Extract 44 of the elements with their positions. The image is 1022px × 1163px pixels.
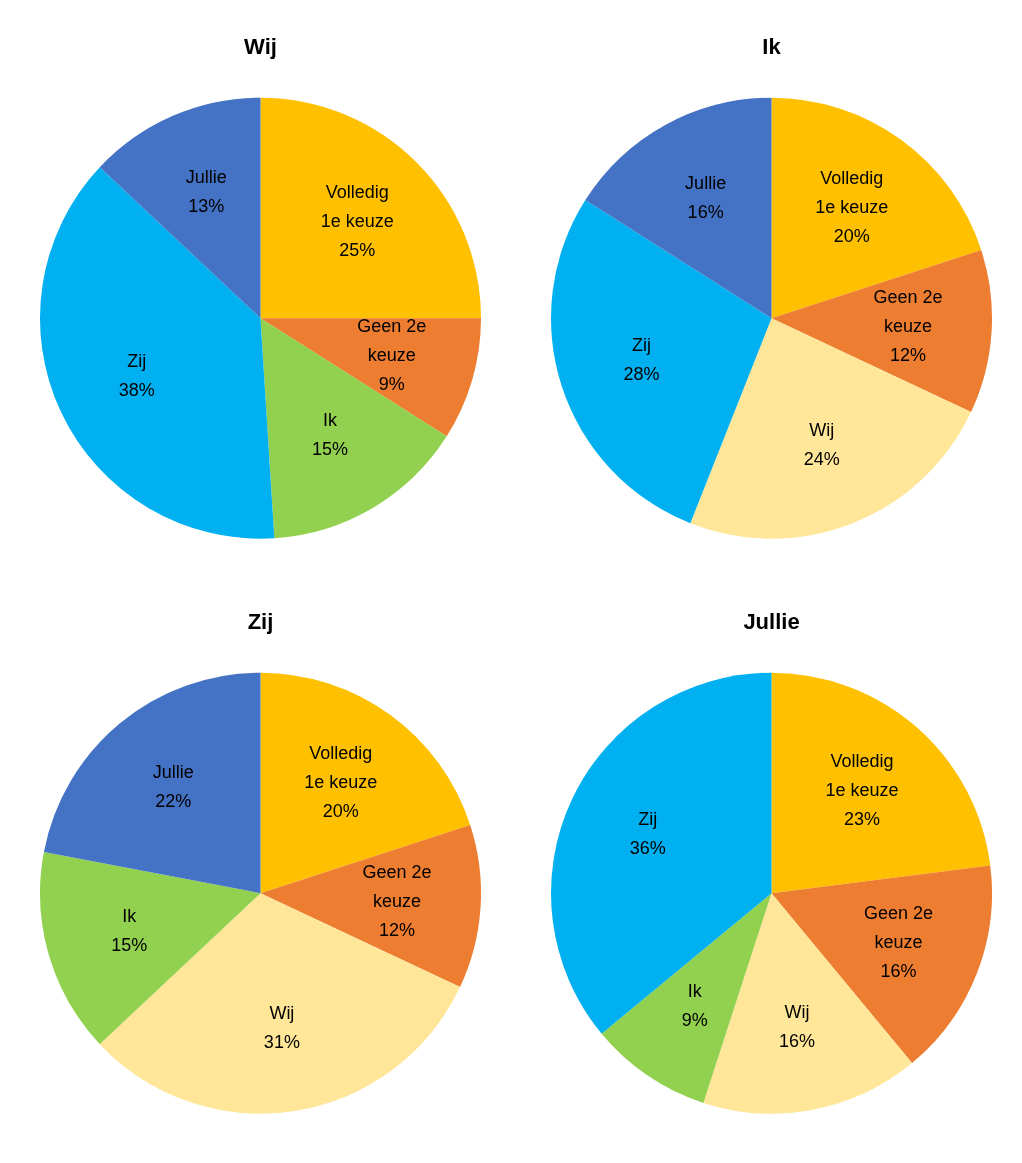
slice-label: Jullie: [152, 762, 194, 783]
chart-title: Zij: [247, 609, 274, 635]
slice-label: Volledig 1e keuze: [815, 167, 889, 217]
data-label: 25%: [339, 239, 376, 260]
slice-label: Wij: [809, 419, 835, 440]
data-label: 15%: [312, 439, 349, 460]
slice-label: Geen 2e keuze: [864, 903, 934, 953]
chart-title: Ik: [762, 34, 782, 60]
slice-label: Zij: [127, 350, 147, 371]
data-label: 22%: [155, 791, 192, 812]
slice-label: Zij: [631, 334, 651, 355]
data-label: 24%: [803, 448, 840, 469]
chart-title: Wij: [244, 34, 277, 60]
data-label: 9%: [378, 374, 405, 395]
data-label: 20%: [322, 800, 359, 821]
slice-label: Jullie: [185, 167, 227, 188]
data-label: 16%: [687, 201, 724, 222]
slice-label: Ik: [122, 905, 138, 926]
slice-label: Volledig 1e keuze: [825, 750, 899, 800]
data-label: 16%: [880, 961, 917, 982]
slice-label: Ik: [323, 410, 339, 431]
slice-label: Zij: [638, 809, 658, 830]
data-label: 13%: [188, 196, 225, 217]
slice-label: Geen 2e keuze: [362, 861, 432, 911]
slice-label: Ik: [687, 980, 703, 1001]
slice-label: Wij: [784, 1001, 810, 1022]
slice-label: Geen 2e keuze: [357, 316, 427, 366]
slice-label: Geen 2e keuze: [873, 286, 943, 336]
data-label: 31%: [263, 1031, 300, 1052]
slice-label: Jullie: [685, 172, 727, 193]
slice-label: Volledig 1e keuze: [320, 181, 394, 231]
data-label: 23%: [843, 808, 880, 829]
data-label: 20%: [833, 225, 870, 246]
data-label: 15%: [111, 934, 148, 955]
data-label: 16%: [779, 1030, 816, 1051]
data-label: 36%: [629, 838, 666, 859]
data-label: 28%: [623, 363, 660, 384]
slice-label: Volledig 1e keuze: [304, 742, 378, 792]
slice-label: Wij: [269, 1002, 295, 1023]
data-label: 9%: [681, 1009, 708, 1030]
data-label: 12%: [378, 919, 415, 940]
data-label: 38%: [118, 379, 155, 400]
data-label: 12%: [889, 344, 926, 365]
chart-title: Jullie: [743, 609, 800, 635]
